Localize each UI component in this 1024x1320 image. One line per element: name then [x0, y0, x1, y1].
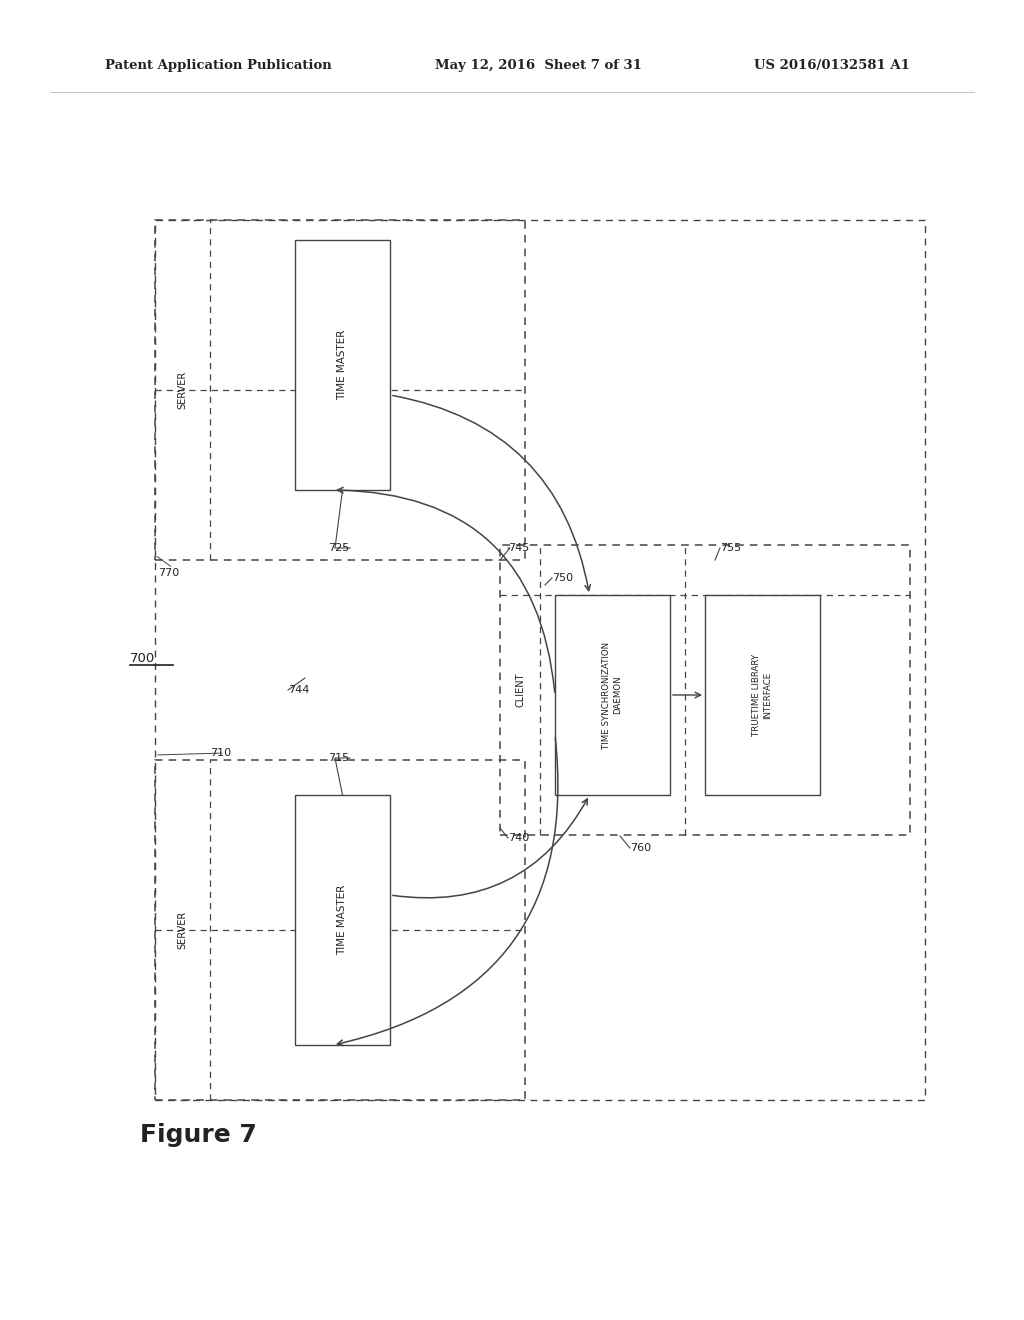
Text: US 2016/0132581 A1: US 2016/0132581 A1 — [754, 58, 910, 71]
Text: 725: 725 — [328, 543, 349, 553]
Text: 700: 700 — [130, 652, 156, 664]
Text: 710: 710 — [210, 748, 231, 758]
Text: TRUETIME LIBRARY
INTERFACE: TRUETIME LIBRARY INTERFACE — [753, 653, 772, 737]
Bar — [555, 595, 670, 795]
Bar — [500, 545, 910, 836]
Bar — [155, 220, 525, 560]
Text: TIME SYNCHRONIZATION
DAEMON: TIME SYNCHRONIZATION DAEMON — [602, 642, 623, 748]
Bar — [155, 760, 525, 1100]
Text: 745: 745 — [508, 543, 529, 553]
Text: TIME MASTER: TIME MASTER — [338, 884, 347, 956]
Text: May 12, 2016  Sheet 7 of 31: May 12, 2016 Sheet 7 of 31 — [435, 58, 642, 71]
Text: 744: 744 — [288, 685, 309, 696]
Text: SERVER: SERVER — [177, 371, 187, 409]
Bar — [295, 795, 390, 1045]
Text: 760: 760 — [630, 843, 651, 853]
Bar — [705, 595, 820, 795]
Bar — [155, 220, 925, 1100]
Text: 770: 770 — [158, 568, 179, 578]
Text: 750: 750 — [552, 573, 573, 583]
Text: TIME MASTER: TIME MASTER — [338, 330, 347, 400]
Text: Figure 7: Figure 7 — [140, 1123, 257, 1147]
Text: 740: 740 — [508, 833, 529, 843]
Text: CLIENT: CLIENT — [515, 673, 525, 708]
Text: SERVER: SERVER — [177, 911, 187, 949]
Text: 715: 715 — [328, 752, 349, 763]
Bar — [295, 240, 390, 490]
Text: 755: 755 — [720, 543, 741, 553]
Text: Patent Application Publication: Patent Application Publication — [105, 58, 332, 71]
